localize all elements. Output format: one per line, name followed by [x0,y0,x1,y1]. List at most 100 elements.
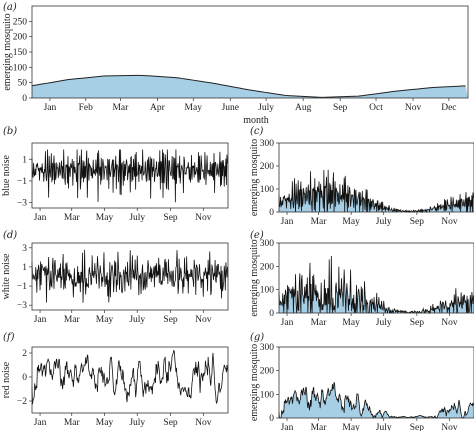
y-axis-label: red noise [1,361,12,398]
x-tick-label: July [376,217,392,227]
y-tick-label: 200 [260,367,275,377]
y-tick-label: 2 [22,349,27,359]
x-tick-label: May [96,315,114,325]
y-tick-label: 50 [18,79,28,89]
panel-d: −3 −1 1 3 white noise Jan Mar May July Sep Nov (d) [1,230,229,325]
noise-series [31,149,228,203]
x-tick-label: Sep [163,418,178,428]
y-tick-label: −3 [17,199,27,209]
x-tick-label: Jan [34,315,47,325]
panel-label: (c) [250,126,264,137]
plot-frame [31,242,229,311]
x-tick-label: Mar [311,423,328,431]
y-tick-label: 300 [260,343,275,353]
x-tick-label: Sep [163,315,178,325]
x-tick-label: Nov [441,423,458,431]
x-tick-label: Aug [295,103,312,113]
series-line [278,381,474,419]
plot-frame [278,346,474,419]
y-tick-label: 3 [22,244,27,254]
y-tick-label: 300 [260,139,275,149]
x-tick-label: Jan [281,217,294,227]
x-tick-label: Nov [195,418,212,428]
x-tick-label: Nov [195,315,212,325]
x-tick-label: Nov [195,213,212,223]
x-tick-label: Sep [163,213,178,223]
panel-label: (a) [3,2,17,13]
plot-frame [278,142,474,213]
y-axis-label: white noise [1,253,12,299]
x-tick-label: May [342,423,360,431]
panel-label: (e) [250,230,264,241]
y-tick-label: −3 [17,301,27,311]
x-tick-label: Apr [150,103,166,113]
y-tick-label: 100 [260,390,275,400]
x-tick-label: Nov [441,217,458,227]
y-tick-label: 100 [260,286,275,296]
x-tick-label: Jan [281,318,294,328]
series-line [31,74,466,98]
y-tick-label: 200 [260,262,275,272]
x-tick-label: July [376,318,392,328]
x-tick-label: Nov [405,103,422,113]
series-line [278,256,474,315]
x-tick-label: June [222,103,239,113]
x-tick-label: Mar [64,418,81,428]
panel-label: (b) [3,126,17,137]
series-area [279,382,474,418]
y-tick-label: 0 [22,373,27,383]
series-area [32,75,468,98]
y-axis-label: emerging mosquito [249,139,260,216]
x-tick-label: Jan [34,213,47,223]
y-axis-label: emerging mosquito [2,13,13,90]
y-tick-label: −1 [17,282,27,292]
x-tick-label: July [129,315,145,325]
x-tick-label: Mar [64,213,81,223]
x-tick-label: Sep [410,318,425,328]
x-tick-label: Mar [311,318,328,328]
x-tick-label: July [376,423,392,431]
y-axis-label: emerging mosquito [249,344,260,421]
y-tick-label: 250 [13,17,28,27]
x-tick-label: Feb [79,103,94,113]
plot-frame [31,5,469,99]
y-axis-label: emerging mosquito [249,239,260,316]
plot-frame [31,346,229,414]
y-tick-label: 100 [260,185,275,195]
y-tick-label: 0 [22,94,27,104]
y-tick-label: 100 [13,63,28,73]
x-tick-label: Jan [34,418,47,428]
x-tick-label: May [185,103,203,113]
y-tick-label: 300 [260,239,275,249]
x-tick-label: Mar [64,315,81,325]
y-tick-label: 0 [269,208,274,218]
panel-b: −3 −1 1 blue noise Jan Mar May July Sep Nov (b) [1,126,229,223]
x-tick-label: May [342,217,360,227]
x-tick-label: Jan [281,423,294,431]
series-line [278,169,474,214]
plot-frame [31,142,229,209]
x-tick-label: Nov [441,318,458,328]
y-tick-label: 0 [269,414,274,424]
panel-f: −2 0 2 red noise Jan Mar May July Sep Nov (f) [1,332,229,428]
y-tick-label: 1 [22,263,27,273]
y-tick-label: 1 [22,155,27,165]
x-tick-label: July [258,103,274,113]
x-tick-label: May [342,318,360,328]
x-tick-label: July [129,213,145,223]
x-tick-label: Dec [441,103,456,113]
y-tick-label: −1 [17,177,27,187]
noise-series [31,249,228,303]
x-tick-label: Sep [333,103,348,113]
y-tick-label: 200 [260,162,275,172]
y-tick-label: 200 [13,33,28,43]
x-tick-label: Mar [112,103,129,113]
y-tick-label: 0 [269,309,274,319]
x-tick-label: Jan [44,103,57,113]
y-axis-label: blue noise [1,155,12,196]
